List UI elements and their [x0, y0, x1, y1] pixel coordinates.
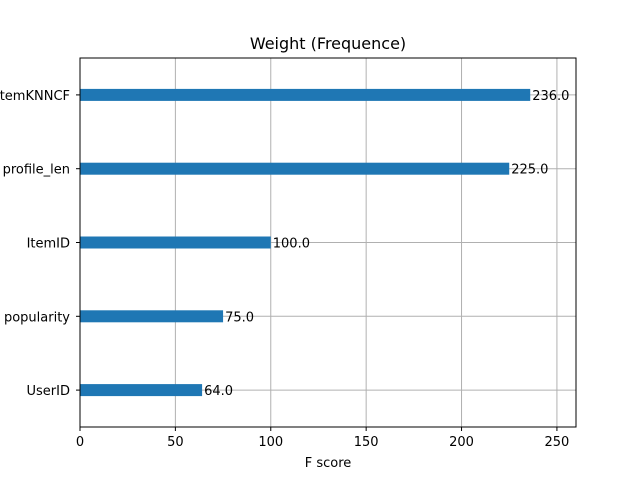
bar-value-label: 225.0 [511, 163, 548, 178]
bar-itemknncf [80, 88, 531, 101]
bar-popularity [80, 310, 224, 323]
ticks: 0 50 100 150 200 250 UserID popularity ItemID pro… [0, 89, 569, 450]
bar-value-label: 64.0 [204, 384, 233, 399]
x-tick-label: 150 [354, 435, 379, 450]
x-tick-label: 0 [76, 435, 84, 450]
x-tick-label: 100 [258, 435, 283, 450]
data-labels: 64.0 75.0 100.0 225.0 236.0 [204, 89, 569, 399]
bar-userid [80, 384, 203, 397]
bars [80, 88, 531, 397]
bar-value-label: 236.0 [532, 89, 569, 104]
bar-value-label: 75.0 [225, 310, 254, 325]
x-tick-label: 250 [545, 435, 570, 450]
chart-title: Weight (Frequence) [250, 34, 406, 53]
x-axis-label: F score [305, 456, 352, 471]
bar-itemid [80, 236, 271, 249]
bar-profile-len [80, 162, 510, 175]
y-tick-label: profile_len [3, 163, 70, 178]
x-tick-label: 200 [449, 435, 474, 450]
bar-value-label: 100.0 [273, 237, 310, 252]
y-tick-label: itemKNNCF [0, 89, 70, 104]
y-tick-label: ItemID [27, 237, 70, 252]
y-tick-label: UserID [27, 384, 70, 399]
y-tick-label: popularity [4, 310, 70, 325]
x-tick-label: 50 [167, 435, 184, 450]
